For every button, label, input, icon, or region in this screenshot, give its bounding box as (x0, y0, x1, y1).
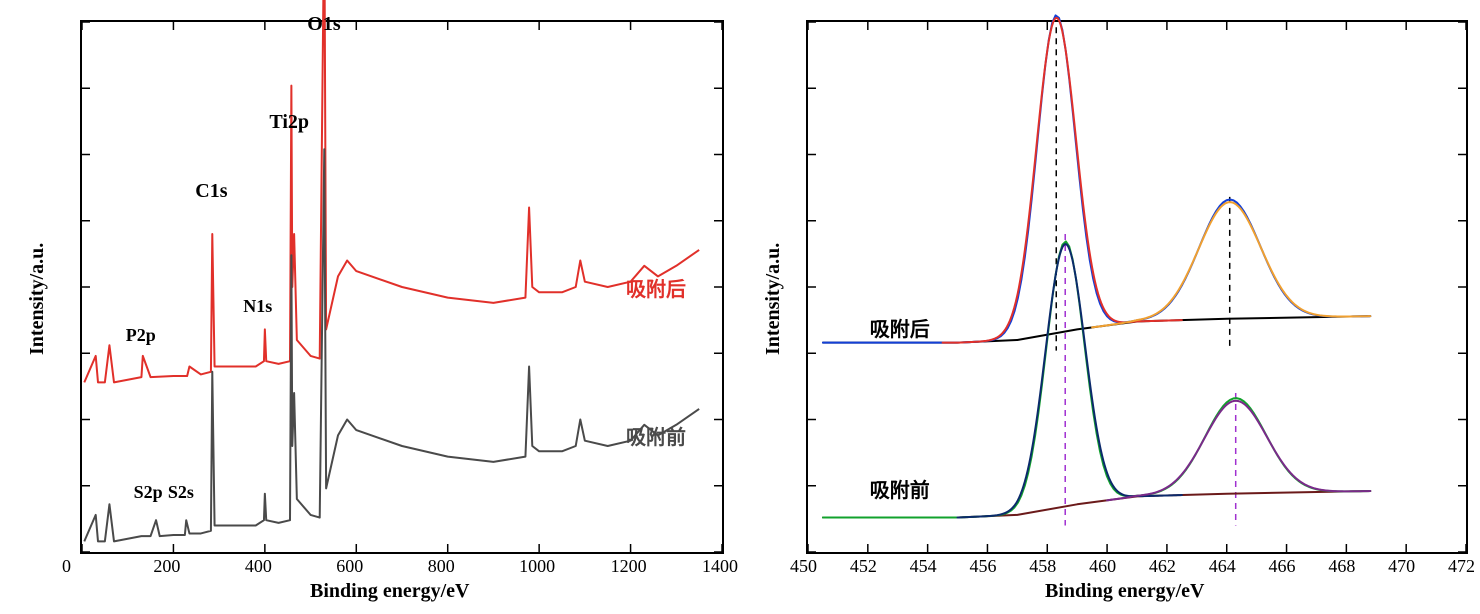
left-xtick-label: 400 (245, 556, 272, 577)
left-series-label-before_adsorption: 吸附前 (626, 421, 686, 450)
left-peak-label: N1s (243, 296, 272, 317)
right-xtick-label: 468 (1328, 556, 1355, 577)
right-xtick-label: 462 (1149, 556, 1176, 577)
left-peak-label: P2p (126, 325, 156, 346)
right-svg (808, 22, 1466, 552)
right-xtick-label: 456 (969, 556, 996, 577)
left-xtick-label: 1000 (519, 556, 555, 577)
right-xtick-label: 472 (1448, 556, 1475, 577)
figure-container: Intensity/a.u. Binding energy/eV 0 200 400… (0, 0, 1480, 614)
left-peak-label: Ti2p (269, 111, 309, 134)
right-xtick-label: 470 (1388, 556, 1415, 577)
right-xtick-label: 452 (850, 556, 877, 577)
left-xtick-label: 800 (428, 556, 455, 577)
right-xtick-label: 466 (1269, 556, 1296, 577)
right-panel: Intensity/a.u. Binding energy/eV 450 452 4… (740, 0, 1480, 614)
left-peak-label: O1s (307, 13, 340, 36)
right-ylabel: Intensity/a.u. (762, 243, 785, 355)
left-peak-label: S2s (168, 482, 194, 503)
right-group-label-after: 吸附后 (870, 313, 930, 342)
left-ylabel: Intensity/a.u. (26, 243, 49, 355)
left-xtick-label: 0 (62, 556, 71, 577)
right-xlabel: Binding energy/eV (1045, 580, 1204, 603)
left-xtick-label: 1400 (702, 556, 738, 577)
right-xtick-label: 464 (1209, 556, 1236, 577)
left-panel: Intensity/a.u. Binding energy/eV 0 200 400… (0, 0, 740, 614)
right-xtick-label: 458 (1029, 556, 1056, 577)
left-peak-label: S2p (134, 482, 163, 503)
left-xlabel: Binding energy/eV (310, 580, 469, 603)
right-xtick-label: 454 (910, 556, 937, 577)
right-xtick-label: 450 (790, 556, 817, 577)
left-xtick-label: 600 (336, 556, 363, 577)
right-group-label-before: 吸附前 (870, 474, 930, 503)
right-xtick-label: 460 (1089, 556, 1116, 577)
left-series-label-after_adsorption: 吸附后 (626, 273, 686, 302)
left-xtick-label: 1200 (611, 556, 647, 577)
left-peak-label: C1s (195, 180, 227, 203)
left-xtick-label: 200 (153, 556, 180, 577)
